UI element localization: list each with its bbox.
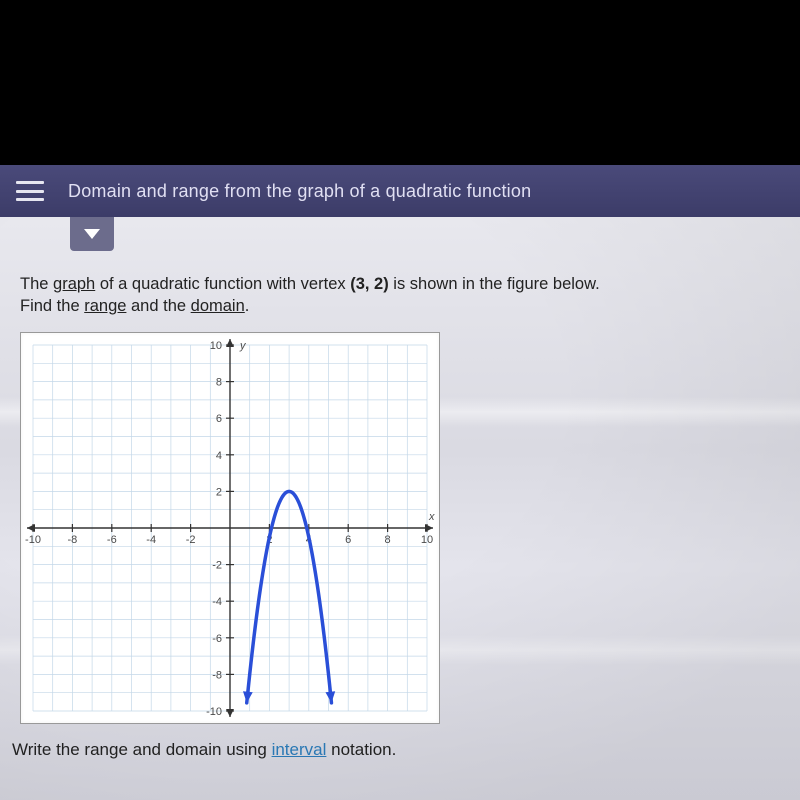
- svg-text:2: 2: [216, 486, 222, 498]
- svg-text:-8: -8: [212, 669, 222, 681]
- text: is shown in the figure below.: [389, 275, 600, 293]
- svg-text:y: y: [239, 340, 247, 352]
- text: Find the: [20, 297, 84, 315]
- svg-text:-6: -6: [107, 534, 117, 546]
- letterbox-top: [0, 0, 800, 165]
- svg-text:-10: -10: [25, 534, 41, 546]
- range-term[interactable]: range: [84, 297, 126, 315]
- svg-text:-2: -2: [186, 534, 196, 546]
- text: Write the range and domain using: [12, 740, 272, 759]
- dropdown-toggle[interactable]: [70, 217, 114, 251]
- graph-term[interactable]: graph: [53, 275, 95, 293]
- hamburger-menu-icon[interactable]: [16, 181, 44, 201]
- svg-text:-10: -10: [206, 706, 222, 718]
- svg-text:-2: -2: [212, 559, 222, 571]
- graph-panel: -10-8-6-4-2246810-10-8-6-4-2246810xy: [20, 332, 440, 724]
- svg-text:-4: -4: [146, 534, 156, 546]
- text: of a quadratic function with vertex: [95, 275, 350, 293]
- problem-statement: The graph of a quadratic function with v…: [20, 273, 790, 318]
- svg-text:8: 8: [385, 534, 391, 546]
- graph-svg: -10-8-6-4-2246810-10-8-6-4-2246810xy: [21, 333, 439, 723]
- text: notation.: [326, 740, 396, 759]
- instruction-text: Write the range and domain using interva…: [12, 740, 790, 760]
- svg-text:10: 10: [210, 340, 222, 352]
- content-area: The graph of a quadratic function with v…: [0, 217, 800, 800]
- interval-link[interactable]: interval: [272, 740, 327, 759]
- text: The: [20, 275, 53, 293]
- svg-text:6: 6: [216, 413, 222, 425]
- app-header: Domain and range from the graph of a qua…: [0, 165, 800, 217]
- svg-text:-6: -6: [212, 632, 222, 644]
- svg-text:-4: -4: [212, 596, 222, 608]
- chevron-down-icon: [84, 229, 100, 239]
- svg-text:8: 8: [216, 376, 222, 388]
- svg-text:-8: -8: [68, 534, 78, 546]
- vertex-value: (3, 2): [350, 275, 389, 293]
- domain-term[interactable]: domain: [191, 297, 245, 315]
- svg-text:6: 6: [345, 534, 351, 546]
- svg-text:x: x: [428, 511, 435, 523]
- svg-text:4: 4: [216, 449, 222, 461]
- text: and the: [126, 297, 190, 315]
- text: .: [245, 297, 250, 315]
- page-title: Domain and range from the graph of a qua…: [68, 181, 531, 202]
- svg-text:10: 10: [421, 534, 433, 546]
